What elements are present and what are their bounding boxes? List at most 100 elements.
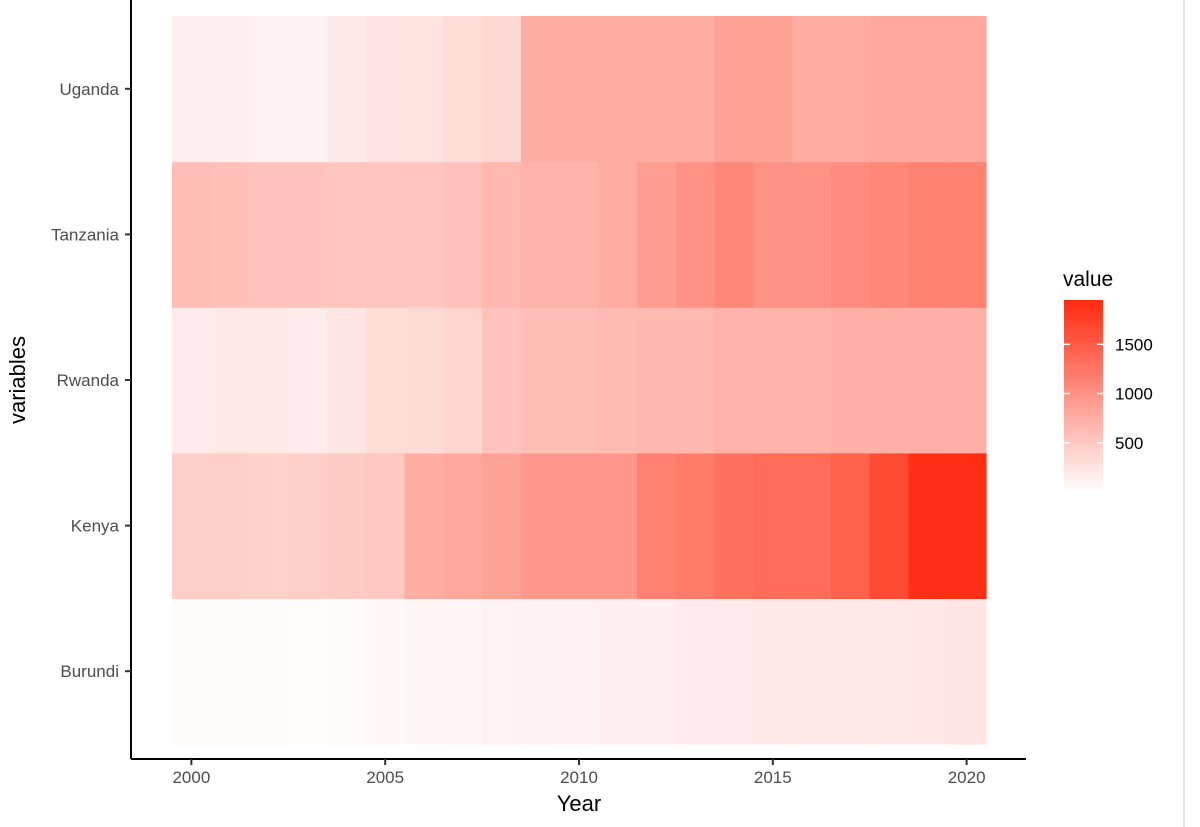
heatmap-cell xyxy=(675,16,716,163)
heatmap-cell xyxy=(637,598,677,745)
heatmap-cell xyxy=(443,161,483,308)
x-tick-label: 2015 xyxy=(754,768,792,787)
heatmap-cell xyxy=(482,452,522,599)
heatmap-cell xyxy=(482,16,522,163)
heatmap-cell xyxy=(365,598,406,745)
heatmap-cell xyxy=(637,161,677,308)
heatmap-cell xyxy=(792,452,832,599)
heatmap-cell xyxy=(908,161,948,308)
heatmap-cell xyxy=(598,16,638,163)
heatmap-cell xyxy=(365,16,406,163)
heatmap-cell xyxy=(869,16,910,163)
heatmap-cell xyxy=(908,598,948,745)
heatmap-cell xyxy=(443,16,483,163)
heatmap-cell xyxy=(288,161,328,308)
heatmap-cell xyxy=(520,307,561,454)
heatmap-cell xyxy=(172,598,212,745)
heatmap-cell xyxy=(947,307,987,454)
x-tick-label: 2010 xyxy=(560,768,598,787)
color-legend: value 500 1000 1500 xyxy=(1063,268,1153,492)
heatmap-cell xyxy=(559,307,599,454)
y-tick-label: Burundi xyxy=(60,662,119,681)
heatmap-cell xyxy=(830,598,871,745)
heatmap-cell xyxy=(675,452,716,599)
heatmap-cell xyxy=(520,161,561,308)
heatmap-cell xyxy=(675,598,716,745)
heatmap-cell xyxy=(404,161,444,308)
heatmap-cell xyxy=(947,452,987,599)
heatmap-cell xyxy=(327,161,367,308)
heatmap-cell xyxy=(753,16,793,163)
heatmap-cell xyxy=(792,307,832,454)
heatmap-cell xyxy=(714,307,755,454)
x-tick-label: 2000 xyxy=(172,768,210,787)
x-axis-ticks: 2000 2005 2010 2015 2020 xyxy=(172,759,986,787)
legend-colorbar xyxy=(1064,300,1103,492)
heatmap-cell xyxy=(249,161,289,308)
legend-tick-label: 500 xyxy=(1115,434,1143,453)
heatmap-cell xyxy=(830,161,871,308)
heatmap-cell xyxy=(869,161,910,308)
heatmap-cell xyxy=(753,598,793,745)
heatmap-cell xyxy=(559,598,599,745)
heatmap-cell xyxy=(210,598,251,745)
y-tick-label: Kenya xyxy=(71,517,120,536)
heatmap-cell xyxy=(830,16,871,163)
legend-title: value xyxy=(1063,268,1113,291)
heatmap-cell xyxy=(753,307,793,454)
heatmap-cell xyxy=(908,452,948,599)
heatmap-cells xyxy=(172,16,987,745)
heatmap-cell xyxy=(947,161,987,308)
right-border xyxy=(1183,0,1185,827)
heatmap-cell xyxy=(210,16,251,163)
heatmap-cell xyxy=(714,16,755,163)
heatmap-cell xyxy=(404,307,444,454)
heatmap-cell xyxy=(598,161,638,308)
heatmap-cell xyxy=(869,452,910,599)
heatmap-cell xyxy=(714,161,755,308)
heatmap-cell xyxy=(210,307,251,454)
heatmap-cell xyxy=(598,452,638,599)
x-tick-label: 2020 xyxy=(948,768,986,787)
heatmap-cell xyxy=(288,307,328,454)
heatmap-cell xyxy=(753,161,793,308)
heatmap-cell xyxy=(869,307,910,454)
heatmap-cell xyxy=(714,598,755,745)
heatmap-cell xyxy=(714,452,755,599)
heatmap-cell xyxy=(249,307,289,454)
heatmap-cell xyxy=(365,161,406,308)
heatmap-cell xyxy=(908,307,948,454)
heatmap-cell xyxy=(443,307,483,454)
heatmap-cell xyxy=(443,598,483,745)
heatmap-cell xyxy=(675,307,716,454)
heatmap-cell xyxy=(637,452,677,599)
heatmap-cell xyxy=(598,598,638,745)
heatmap-cell xyxy=(520,16,561,163)
heatmap-cell xyxy=(288,16,328,163)
heatmap-cell xyxy=(249,16,289,163)
heatmap-cell xyxy=(172,161,212,308)
heatmap-cell xyxy=(365,307,406,454)
legend-tick-label: 1500 xyxy=(1115,335,1153,354)
y-tick-label: Uganda xyxy=(59,80,119,99)
y-tick-label: Rwanda xyxy=(57,371,120,390)
heatmap-cell xyxy=(404,452,444,599)
heatmap-cell xyxy=(637,307,677,454)
x-tick-label: 2005 xyxy=(366,768,404,787)
heatmap-cell xyxy=(520,598,561,745)
heatmap-cell xyxy=(249,452,289,599)
heatmap-cell xyxy=(404,598,444,745)
heatmap-cell xyxy=(288,598,328,745)
heatmap-cell xyxy=(482,598,522,745)
heatmap-cell xyxy=(559,161,599,308)
heatmap-cell xyxy=(172,307,212,454)
heatmap-cell xyxy=(559,452,599,599)
heatmap-cell xyxy=(210,452,251,599)
heatmap-cell xyxy=(327,16,367,163)
x-axis-title: Year xyxy=(557,791,601,816)
heatmap-cell xyxy=(210,161,251,308)
heatmap-cell xyxy=(172,16,212,163)
heatmap-cell xyxy=(792,598,832,745)
heatmap-cell xyxy=(792,161,832,308)
